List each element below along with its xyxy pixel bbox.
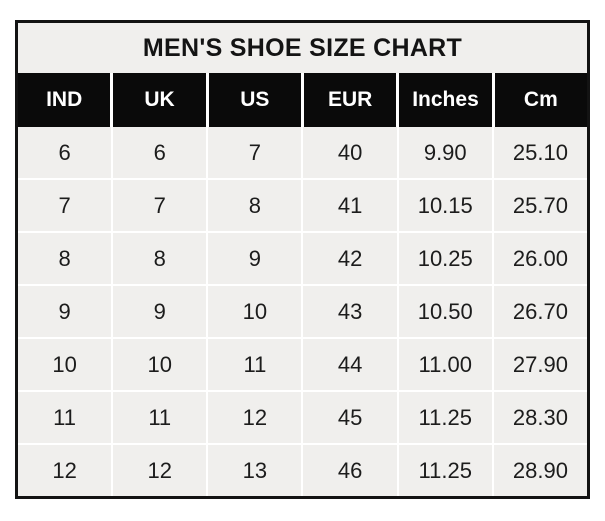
table-cell: 10: [208, 286, 302, 337]
table-cell: 41: [303, 180, 397, 231]
table-cell: 12: [113, 445, 207, 496]
table-cell: 11.00: [398, 339, 492, 390]
table-cell: 45: [303, 392, 397, 443]
shoe-size-chart-table: MEN'S SHOE SIZE CHART IND UK US EUR Inch…: [15, 20, 590, 499]
table-cell: 9: [113, 286, 207, 337]
table-cell: 10.50: [398, 286, 492, 337]
table-cell: 8: [113, 233, 207, 284]
column-header-ind: IND: [18, 73, 111, 127]
table-cell: 27.90: [493, 339, 587, 390]
table-cell: 25.70: [493, 180, 587, 231]
table-cell: 11: [208, 339, 302, 390]
table-cell: 11.25: [398, 392, 492, 443]
column-header-inches: Inches: [399, 73, 492, 127]
table-cell: 12: [18, 445, 112, 496]
table-cell: 26.00: [493, 233, 587, 284]
table-body: 6 6 7 40 9.90 25.10 7 7 8 41 10.15 25.70…: [18, 127, 587, 496]
table-cell: 9.90: [398, 127, 492, 178]
table-cell: 42: [303, 233, 397, 284]
table-cell: 9: [18, 286, 112, 337]
table-cell: 10: [18, 339, 112, 390]
table-cell: 7: [18, 180, 112, 231]
table-cell: 11: [18, 392, 112, 443]
table-cell: 6: [113, 127, 207, 178]
table-header-row: IND UK US EUR Inches Cm: [18, 73, 587, 127]
table-cell: 46: [303, 445, 397, 496]
table-cell: 8: [18, 233, 112, 284]
table-cell: 7: [208, 127, 302, 178]
table-cell: 10.15: [398, 180, 492, 231]
table-cell: 10: [113, 339, 207, 390]
table-cell: 11.25: [398, 445, 492, 496]
table-cell: 28.90: [493, 445, 587, 496]
table-cell: 9: [208, 233, 302, 284]
table-cell: 28.30: [493, 392, 587, 443]
column-header-cm: Cm: [494, 73, 587, 127]
table-cell: 7: [113, 180, 207, 231]
table-cell: 44: [303, 339, 397, 390]
table-cell: 25.10: [493, 127, 587, 178]
column-header-us: US: [208, 73, 301, 127]
column-header-eur: EUR: [304, 73, 397, 127]
table-cell: 11: [113, 392, 207, 443]
table-cell: 40: [303, 127, 397, 178]
table-cell: 8: [208, 180, 302, 231]
table-cell: 13: [208, 445, 302, 496]
table-cell: 12: [208, 392, 302, 443]
table-cell: 26.70: [493, 286, 587, 337]
table-cell: 10.25: [398, 233, 492, 284]
chart-title: MEN'S SHOE SIZE CHART: [18, 23, 587, 73]
table-cell: 43: [303, 286, 397, 337]
table-cell: 6: [18, 127, 112, 178]
column-header-uk: UK: [113, 73, 206, 127]
